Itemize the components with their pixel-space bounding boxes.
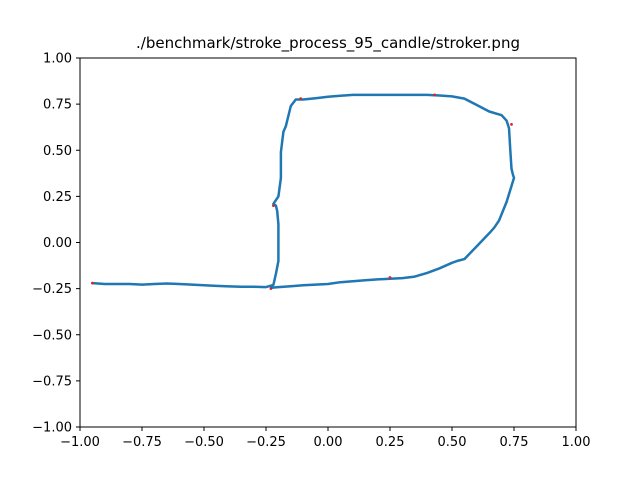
- x-tick-label: 0.25: [376, 435, 405, 450]
- y-tick-label: 0.00: [43, 236, 72, 251]
- x-tick-label: −0.25: [246, 435, 286, 450]
- y-tick-label: 0.75: [43, 98, 72, 113]
- x-tick-label: 0.50: [438, 435, 467, 450]
- series-line-0: [91, 93, 516, 289]
- x-tick-label: −0.50: [184, 435, 224, 450]
- y-tick-label: −0.50: [32, 328, 72, 343]
- y-tick-label: 1.00: [43, 52, 72, 67]
- marker-point: [388, 276, 392, 279]
- marker-point: [269, 287, 273, 291]
- x-tick-label: 1.00: [562, 435, 591, 450]
- y-tick-label: −0.75: [32, 374, 72, 389]
- marker-point: [299, 97, 303, 100]
- y-tick-label: −1.00: [32, 421, 72, 436]
- plot-markers: [91, 93, 513, 291]
- x-axis: −1.00 −0.75 −0.50 −0.25 0.00 0.25 0.50 0.75 1.00: [60, 427, 590, 450]
- x-tick-label: 0.75: [500, 435, 529, 450]
- y-tick-label: −0.25: [32, 282, 72, 297]
- marker-point: [272, 204, 275, 208]
- y-tick-label: 0.50: [43, 144, 72, 159]
- marker-point: [433, 93, 437, 97]
- x-tick-label: −1.00: [60, 435, 100, 450]
- plot-lines: [91, 93, 516, 289]
- y-tick-label: 0.25: [43, 190, 72, 205]
- marker-point: [91, 281, 94, 285]
- plot-frame: [79, 57, 577, 428]
- y-axis: 1.00 0.75 0.50 0.25 0.00 −0.25 −0.50 −0.75 −1.00: [32, 52, 80, 436]
- marker-point: [510, 123, 513, 126]
- x-tick-label: 0.00: [314, 435, 343, 450]
- x-tick-label: −0.75: [122, 435, 162, 450]
- chart-title: ./benchmark/stroke_process_95_candle/str…: [136, 34, 520, 53]
